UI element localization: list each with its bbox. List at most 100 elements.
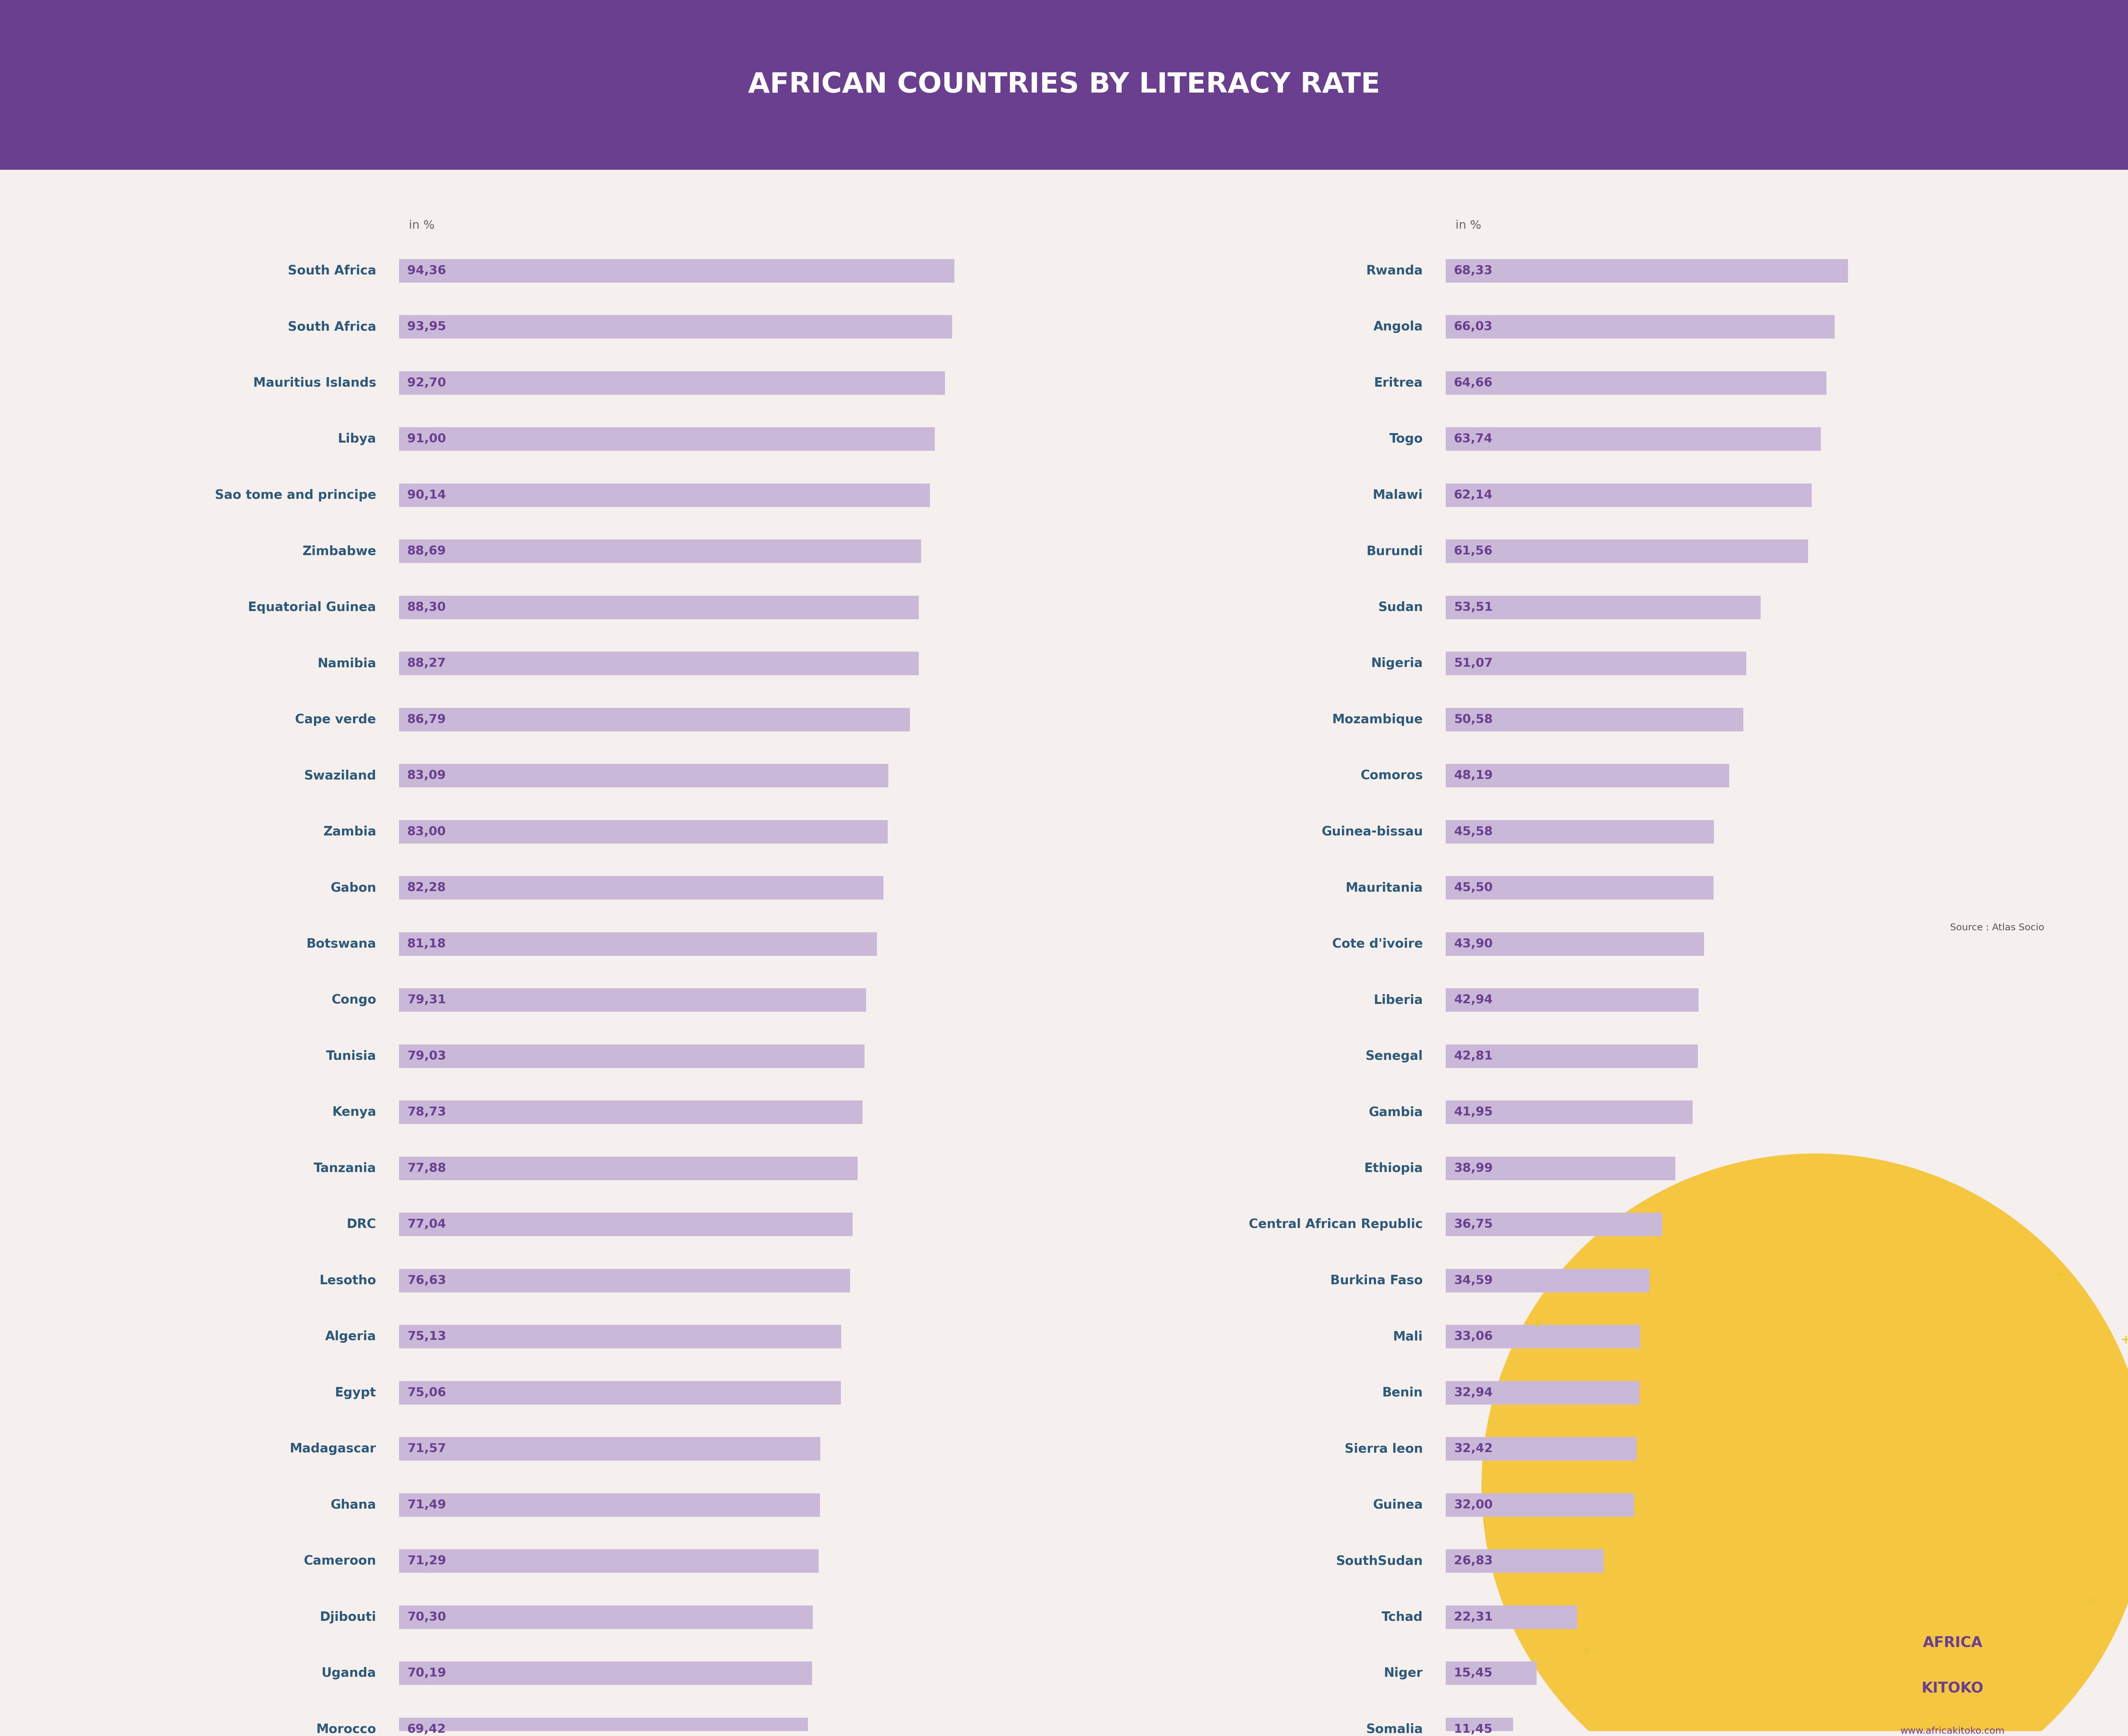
FancyBboxPatch shape	[398, 1493, 819, 1517]
FancyBboxPatch shape	[1445, 932, 1705, 957]
FancyBboxPatch shape	[1445, 1269, 1649, 1292]
Text: Morocco: Morocco	[315, 1724, 377, 1736]
Text: Sao tome and principe: Sao tome and principe	[215, 490, 377, 502]
Text: Guinea: Guinea	[1373, 1498, 1424, 1512]
Text: 79,03: 79,03	[406, 1050, 447, 1062]
FancyBboxPatch shape	[1445, 316, 1834, 339]
FancyBboxPatch shape	[1445, 764, 1730, 788]
Text: 83,00: 83,00	[406, 826, 447, 838]
Text: Namibia: Namibia	[317, 658, 377, 670]
FancyBboxPatch shape	[398, 540, 921, 562]
Text: Angola: Angola	[1373, 321, 1424, 333]
Text: in %: in %	[1456, 219, 1481, 231]
Text: 70,19: 70,19	[406, 1667, 447, 1679]
FancyBboxPatch shape	[1445, 1213, 1662, 1236]
Text: 43,90: 43,90	[1453, 937, 1492, 950]
Text: 90,14: 90,14	[406, 490, 447, 502]
Text: Equatorial Guinea: Equatorial Guinea	[249, 601, 377, 613]
Text: 34,59: 34,59	[1453, 1274, 1492, 1286]
FancyBboxPatch shape	[1445, 1606, 1577, 1628]
FancyBboxPatch shape	[398, 372, 945, 394]
Text: www.africakitoko.com: www.africakitoko.com	[1900, 1727, 2005, 1736]
Text: 78,73: 78,73	[406, 1106, 447, 1118]
Text: 38,99: 38,99	[1453, 1163, 1492, 1174]
Text: South Africa: South Africa	[287, 264, 377, 278]
Text: 32,00: 32,00	[1453, 1500, 1492, 1510]
Text: 71,29: 71,29	[406, 1555, 447, 1568]
Text: Mauritania: Mauritania	[1345, 882, 1424, 894]
Text: Source : Atlas Socio: Source : Atlas Socio	[1949, 924, 2045, 932]
FancyBboxPatch shape	[398, 1269, 849, 1292]
Text: 48,19: 48,19	[1453, 769, 1492, 781]
FancyBboxPatch shape	[398, 1156, 858, 1180]
Text: 71,49: 71,49	[406, 1500, 447, 1510]
Text: Uganda: Uganda	[321, 1667, 377, 1679]
Text: South Africa: South Africa	[287, 321, 377, 333]
Text: AFRICA: AFRICA	[1922, 1635, 1983, 1649]
FancyBboxPatch shape	[1445, 1661, 1536, 1686]
FancyBboxPatch shape	[1445, 708, 1743, 731]
Text: 68,33: 68,33	[1453, 266, 1492, 276]
Text: DRC: DRC	[347, 1219, 377, 1231]
Text: 61,56: 61,56	[1453, 545, 1492, 557]
FancyBboxPatch shape	[398, 1437, 819, 1460]
Text: Liberia: Liberia	[1373, 993, 1424, 1007]
FancyBboxPatch shape	[398, 1101, 862, 1123]
Text: 83,09: 83,09	[406, 769, 447, 781]
Text: 66,03: 66,03	[1453, 321, 1492, 333]
Text: 70,30: 70,30	[406, 1611, 447, 1623]
Text: Kenya: Kenya	[332, 1106, 377, 1118]
Text: 76,63: 76,63	[406, 1274, 447, 1286]
Text: 86,79: 86,79	[406, 713, 447, 726]
Text: 42,94: 42,94	[1453, 995, 1492, 1005]
FancyBboxPatch shape	[1445, 427, 1822, 451]
Text: 36,75: 36,75	[1453, 1219, 1492, 1231]
FancyBboxPatch shape	[1445, 1717, 1513, 1736]
Text: Benin: Benin	[1381, 1387, 1424, 1399]
Text: Cote d'ivoire: Cote d'ivoire	[1332, 937, 1424, 950]
FancyBboxPatch shape	[1445, 988, 1698, 1012]
Text: Malawi: Malawi	[1373, 490, 1424, 502]
Text: Djibouti: Djibouti	[319, 1611, 377, 1623]
Text: Sudan: Sudan	[1377, 601, 1424, 613]
Text: 88,69: 88,69	[406, 545, 447, 557]
FancyBboxPatch shape	[398, 483, 930, 507]
FancyBboxPatch shape	[1445, 819, 1713, 844]
Text: Tunisia: Tunisia	[326, 1050, 377, 1062]
Text: Tchad: Tchad	[1381, 1611, 1424, 1623]
Text: 45,58: 45,58	[1453, 826, 1492, 838]
FancyBboxPatch shape	[1445, 1101, 1692, 1123]
Text: 75,13: 75,13	[406, 1332, 447, 1342]
Text: Niger: Niger	[1383, 1667, 1424, 1679]
Text: 51,07: 51,07	[1453, 658, 1492, 670]
FancyBboxPatch shape	[398, 651, 919, 675]
Text: 26,83: 26,83	[1453, 1555, 1492, 1568]
Text: Libya: Libya	[338, 432, 377, 444]
FancyBboxPatch shape	[1445, 1045, 1698, 1068]
Text: Eritrea: Eritrea	[1375, 377, 1424, 389]
Text: 41,95: 41,95	[1453, 1106, 1492, 1118]
FancyBboxPatch shape	[398, 1045, 864, 1068]
FancyBboxPatch shape	[1445, 540, 1809, 562]
Text: 22,31: 22,31	[1453, 1611, 1492, 1623]
Text: 88,30: 88,30	[406, 601, 447, 613]
Text: 92,70: 92,70	[406, 377, 447, 389]
Text: 45,50: 45,50	[1453, 882, 1492, 894]
Text: KITOKO: KITOKO	[1922, 1682, 1983, 1696]
Text: 33,06: 33,06	[1453, 1332, 1492, 1342]
Text: Congo: Congo	[332, 993, 377, 1007]
Text: Senegal: Senegal	[1366, 1050, 1424, 1062]
FancyBboxPatch shape	[398, 316, 951, 339]
Circle shape	[1481, 1154, 2128, 1736]
FancyBboxPatch shape	[1445, 1437, 1636, 1460]
FancyBboxPatch shape	[398, 819, 887, 844]
Text: Burundi: Burundi	[1366, 545, 1424, 557]
Text: Lesotho: Lesotho	[319, 1274, 377, 1286]
Text: Madagascar: Madagascar	[289, 1443, 377, 1455]
Text: Burkina Faso: Burkina Faso	[1330, 1274, 1424, 1286]
FancyBboxPatch shape	[398, 988, 866, 1012]
Text: Ethiopia: Ethiopia	[1364, 1161, 1424, 1175]
FancyBboxPatch shape	[1445, 1156, 1675, 1180]
Text: 75,06: 75,06	[406, 1387, 447, 1399]
FancyBboxPatch shape	[398, 1325, 841, 1349]
